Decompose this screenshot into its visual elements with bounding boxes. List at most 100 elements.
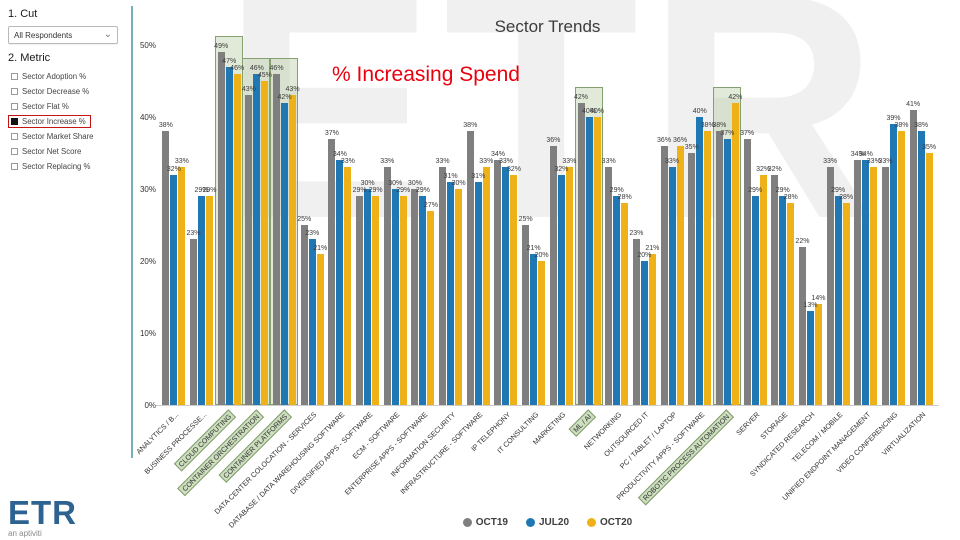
bar-oct19-it-consulting[interactable] <box>522 225 530 405</box>
bar-jul20-analytics-b[interactable] <box>170 174 178 405</box>
metric-checkbox-sector-flat[interactable] <box>11 103 18 110</box>
bar-jul20-ecm-software[interactable] <box>391 189 399 405</box>
bar-jul20-networking[interactable] <box>613 196 621 405</box>
respondents-dropdown[interactable]: All Respondents ⌄ <box>8 26 118 44</box>
bar-jul20-enterprise-apps-software[interactable] <box>419 196 427 405</box>
bar-oct19-marketing[interactable] <box>549 145 557 405</box>
bar-jul20-container-orchestration[interactable] <box>253 73 261 405</box>
bar-oct19-diversified-apps-software[interactable] <box>356 196 364 405</box>
bar-oct20-enterprise-apps-software[interactable] <box>427 210 435 405</box>
bar-jul20-infrastructure-software[interactable] <box>474 181 482 405</box>
legend-item-oct19[interactable]: OCT19 <box>462 517 508 528</box>
bar-oct20-unified-endpoint-management[interactable] <box>870 167 878 405</box>
metric-option-sector-decrease[interactable]: Sector Decrease % <box>8 85 94 98</box>
bar-jul20-virtualization[interactable] <box>917 131 925 405</box>
bar-oct19-ml-ai[interactable] <box>577 102 585 405</box>
bar-oct19-virtualization[interactable] <box>909 109 917 405</box>
bar-oct20-ecm-software[interactable] <box>399 196 407 405</box>
bar-oct20-syndicated-research[interactable] <box>814 304 822 405</box>
bar-oct19-outsourced-it[interactable] <box>632 239 640 405</box>
bar-oct20-database-data-warehousing-software[interactable] <box>344 167 352 405</box>
bar-jul20-telecom-mobile[interactable] <box>834 196 842 405</box>
bar-oct19-server[interactable] <box>743 138 751 405</box>
bar-oct20-video-conferencing[interactable] <box>897 131 905 405</box>
bar-oct20-marketing[interactable] <box>565 167 573 405</box>
legend-item-oct20[interactable]: OCT20 <box>587 517 632 528</box>
bar-oct19-container-orchestration[interactable] <box>245 95 253 405</box>
bar-oct19-business-processe[interactable] <box>190 239 198 405</box>
bar-jul20-productivity-apps-software[interactable] <box>696 117 704 405</box>
bar-oct20-ml-ai[interactable] <box>593 117 601 405</box>
bar-oct19-database-data-warehousing-software[interactable] <box>328 138 336 405</box>
bar-jul20-server[interactable] <box>751 196 759 405</box>
metric-option-sector-increase[interactable]: Sector Increase % <box>8 115 91 128</box>
metric-option-sector-replacing[interactable]: Sector Replacing % <box>8 160 95 173</box>
bar-jul20-database-data-warehousing-software[interactable] <box>336 160 344 405</box>
bar-oct20-business-processe[interactable] <box>206 196 214 405</box>
bar-oct20-robotic-process-automation[interactable] <box>731 102 739 405</box>
bar-oct20-server[interactable] <box>759 174 767 405</box>
bar-oct19-storage[interactable] <box>771 174 779 405</box>
bar-oct19-networking[interactable] <box>605 167 613 405</box>
bar-jul20-outsourced-it[interactable] <box>640 261 648 405</box>
bar-oct19-syndicated-research[interactable] <box>798 246 806 405</box>
bar-oct19-unified-endpoint-management[interactable] <box>854 160 862 405</box>
bar-jul20-ip-telephony[interactable] <box>502 167 510 405</box>
bar-oct20-telecom-mobile[interactable] <box>842 203 850 405</box>
bar-jul20-robotic-process-automation[interactable] <box>723 138 731 405</box>
bar-jul20-diversified-apps-software[interactable] <box>364 189 372 405</box>
metric-checkbox-sector-market-share[interactable] <box>11 133 18 140</box>
bar-jul20-marketing[interactable] <box>557 174 565 405</box>
bar-jul20-container-platforms[interactable] <box>281 102 289 405</box>
bar-oct20-infrastructure-software[interactable] <box>482 167 490 405</box>
bar-jul20-business-processe[interactable] <box>198 196 206 405</box>
metric-option-sector-net-score[interactable]: Sector Net Score <box>8 145 86 158</box>
bar-jul20-storage[interactable] <box>779 196 787 405</box>
metric-checkbox-sector-adoption[interactable] <box>11 73 18 80</box>
bar-oct20-cloud-computing[interactable] <box>233 73 241 405</box>
bar-oct20-productivity-apps-software[interactable] <box>704 131 712 405</box>
bar-jul20-ml-ai[interactable] <box>585 117 593 405</box>
metric-checkbox-sector-net-score[interactable] <box>11 148 18 155</box>
bar-oct19-robotic-process-automation[interactable] <box>715 131 723 405</box>
bar-jul20-unified-endpoint-management[interactable] <box>862 160 870 405</box>
bar-oct20-container-orchestration[interactable] <box>261 81 269 405</box>
bar-jul20-pc-tablet-laptop[interactable] <box>668 167 676 405</box>
bar-oct20-data-center-colocation-services[interactable] <box>316 253 324 405</box>
bar-jul20-information-security[interactable] <box>447 181 455 405</box>
bar-oct20-analytics-b[interactable] <box>178 167 186 405</box>
bar-oct19-video-conferencing[interactable] <box>881 167 889 405</box>
bar-jul20-data-center-colocation-services[interactable] <box>308 239 316 405</box>
bar-oct19-information-security[interactable] <box>439 167 447 405</box>
legend-item-jul20[interactable]: JUL20 <box>525 517 569 528</box>
metric-checkbox-sector-increase[interactable] <box>11 118 18 125</box>
bar-oct19-cloud-computing[interactable] <box>217 52 225 405</box>
metric-checkbox-sector-decrease[interactable] <box>11 88 18 95</box>
bar-oct20-container-platforms[interactable] <box>289 95 297 405</box>
bar-oct20-virtualization[interactable] <box>925 153 933 405</box>
bar-oct19-enterprise-apps-software[interactable] <box>411 189 419 405</box>
bar-oct19-ecm-software[interactable] <box>383 167 391 405</box>
bar-jul20-it-consulting[interactable] <box>530 253 538 405</box>
bar-jul20-video-conferencing[interactable] <box>889 124 897 405</box>
bar-oct19-telecom-mobile[interactable] <box>826 167 834 405</box>
bar-jul20-cloud-computing[interactable] <box>225 66 233 405</box>
bar-oct20-outsourced-it[interactable] <box>648 253 656 405</box>
bar-oct19-pc-tablet-laptop[interactable] <box>660 145 668 405</box>
bar-oct20-storage[interactable] <box>787 203 795 405</box>
metric-option-sector-adoption[interactable]: Sector Adoption % <box>8 70 91 83</box>
bar-oct19-data-center-colocation-services[interactable] <box>300 225 308 405</box>
bar-oct20-it-consulting[interactable] <box>538 261 546 405</box>
bar-oct19-infrastructure-software[interactable] <box>466 131 474 405</box>
bar-oct20-information-security[interactable] <box>455 189 463 405</box>
metric-checkbox-sector-replacing[interactable] <box>11 163 18 170</box>
bar-oct20-diversified-apps-software[interactable] <box>372 196 380 405</box>
bar-oct19-analytics-b[interactable] <box>162 131 170 405</box>
bar-oct20-ip-telephony[interactable] <box>510 174 518 405</box>
bar-oct19-container-platforms[interactable] <box>273 73 281 405</box>
metric-option-sector-market-share[interactable]: Sector Market Share <box>8 130 99 143</box>
bar-oct19-productivity-apps-software[interactable] <box>688 153 696 405</box>
bar-oct20-pc-tablet-laptop[interactable] <box>676 145 684 405</box>
bar-jul20-syndicated-research[interactable] <box>806 311 814 405</box>
bar-oct19-ip-telephony[interactable] <box>494 160 502 405</box>
